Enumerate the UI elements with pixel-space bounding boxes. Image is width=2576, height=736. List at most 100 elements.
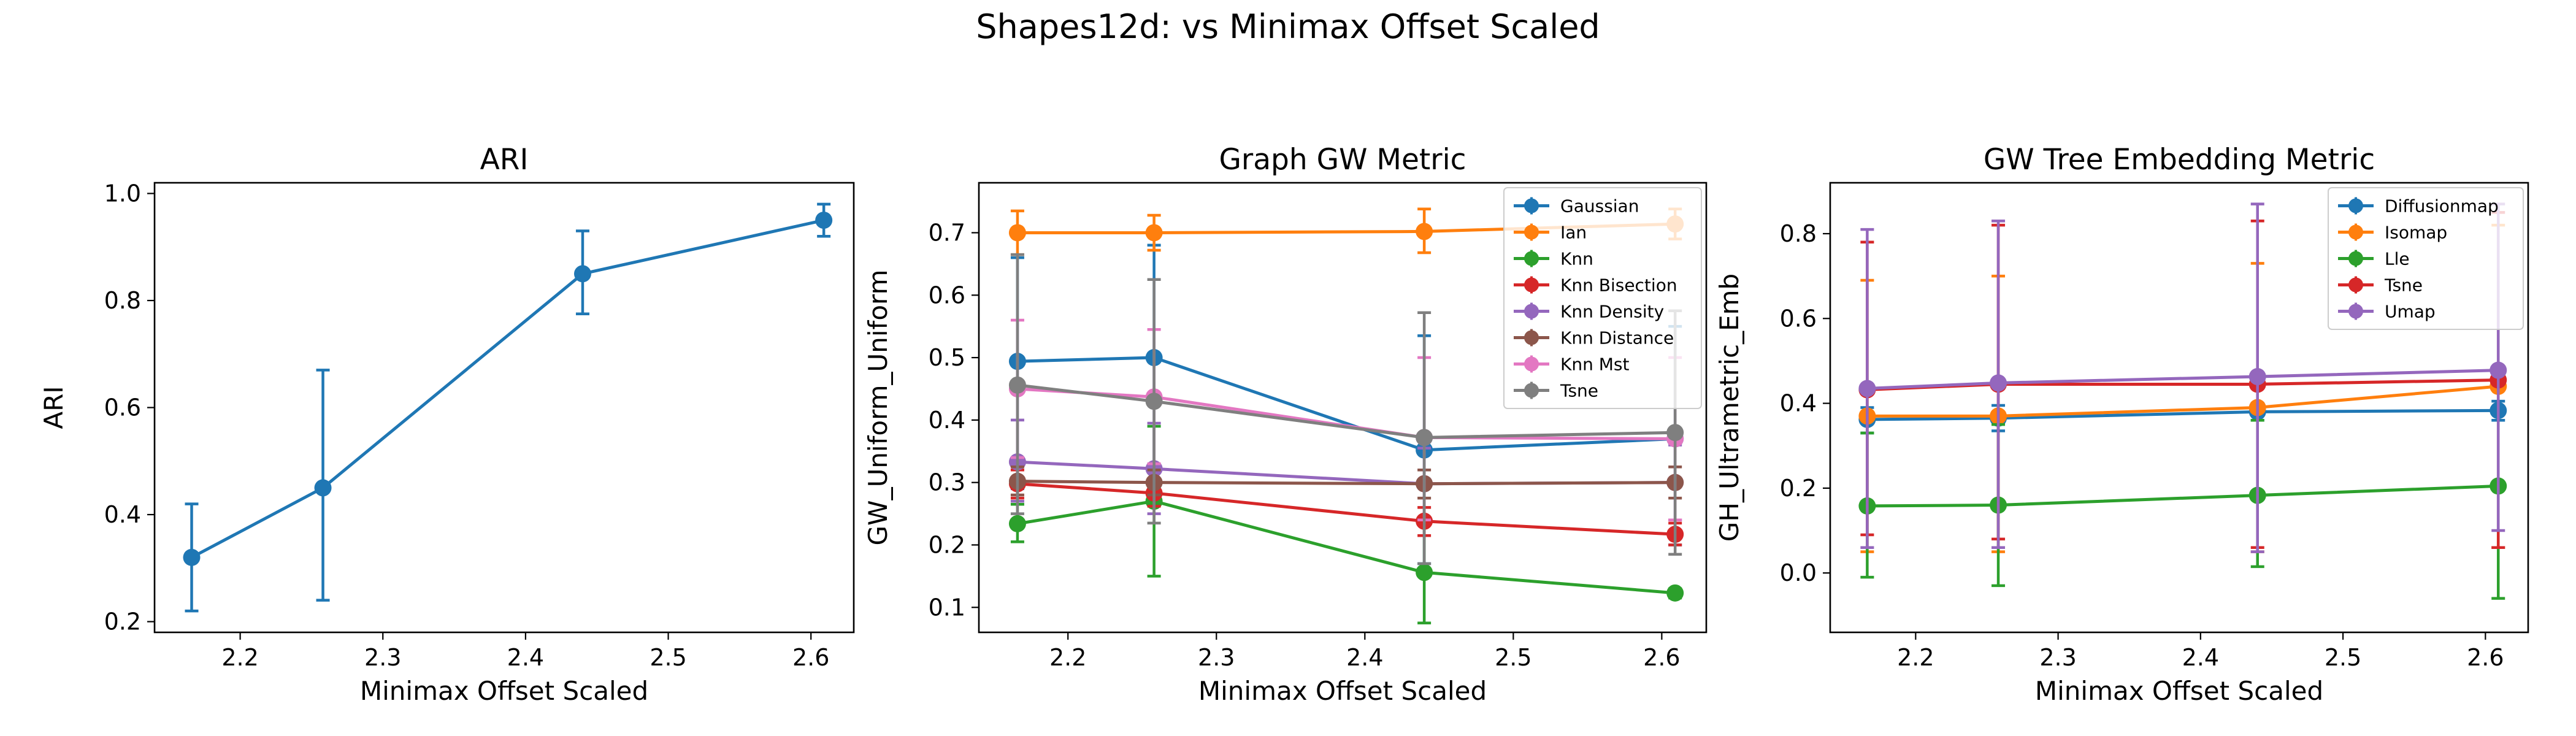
legend-label: Knn Bisection — [1560, 275, 1677, 296]
subplot-gw-tree-embedding-metric: GW Tree Embedding Metric 2.2 2.3 2.4 2.5 2.6 M… — [1714, 143, 2529, 706]
legend-marker — [1524, 224, 1539, 240]
y-tick-label: 0.2 — [929, 531, 965, 558]
legend-marker — [1524, 251, 1539, 266]
legend-item-umap: Umap — [2338, 302, 2436, 322]
y-tick-label: 0.6 — [929, 282, 965, 309]
legend-item-knn-distance: Knn Distance — [1514, 328, 1674, 348]
x-axis: 2.2 2.3 2.4 2.5 2.6 Minimax Offset Scaled — [221, 632, 829, 706]
x-tick-label: 2.4 — [1346, 644, 1383, 671]
y-tick-label: 0.4 — [929, 407, 965, 434]
y-tick-label: 1.0 — [104, 180, 141, 207]
legend-item-isomap: Isomap — [2338, 223, 2447, 243]
x-tick-label: 2.5 — [2325, 644, 2361, 671]
series-line — [1017, 482, 1676, 536]
legend-marker — [2348, 277, 2363, 293]
x-tick-label: 2.2 — [1049, 644, 1086, 671]
legend-label: Ian — [1560, 223, 1587, 243]
x-axis-label: Minimax Offset Scaled — [360, 676, 648, 706]
legend-label: Knn Density — [1560, 302, 1664, 322]
y-tick-label: 0.8 — [1780, 220, 1817, 247]
y-tick-label: 0.2 — [1780, 475, 1817, 502]
x-tick-label: 2.3 — [364, 644, 401, 671]
x-tick-label: 2.3 — [2039, 644, 2076, 671]
legend-item-knn-bisection: Knn Bisection — [1514, 275, 1677, 296]
series-line — [1867, 484, 2499, 508]
x-tick-label: 2.6 — [1643, 644, 1680, 671]
y-tick-label: 0.7 — [929, 219, 965, 246]
legend-marker — [1524, 383, 1539, 398]
data-point — [1416, 429, 1433, 447]
data-point — [1008, 224, 1026, 242]
data-point — [1990, 374, 2007, 392]
series-line — [1867, 408, 2499, 421]
data-point — [1666, 424, 1684, 442]
y-tick-label: 0.6 — [1780, 305, 1817, 332]
legend-marker — [2348, 251, 2363, 266]
legend-item-diffusionmap: Diffusionmap — [2338, 196, 2499, 217]
data-point — [1145, 224, 1163, 242]
legend-marker — [2348, 304, 2363, 319]
legend-box — [1503, 187, 1702, 409]
legend-marker — [2348, 198, 2363, 213]
y-tick-label: 0.5 — [929, 344, 965, 371]
legend-marker — [1524, 277, 1539, 293]
legend-label: Lle — [2385, 249, 2410, 269]
data-point — [2490, 361, 2507, 379]
legend-item-knn-mst: Knn Mst — [1514, 355, 1630, 375]
y-axis: 0.1 0.2 0.3 0.4 0.5 0.6 0.7 GW_Uniform_Uniform — [863, 219, 979, 621]
y-tick-label: 0.1 — [929, 594, 965, 621]
x-axis: 2.2 2.3 2.4 2.5 2.6 Minimax Offset Scaled — [1897, 632, 2504, 706]
data-point — [1145, 393, 1163, 410]
plot-title: Graph GW Metric — [1219, 143, 1466, 177]
x-tick-label: 2.5 — [1495, 644, 1531, 671]
y-tick-label: 0.0 — [1780, 559, 1817, 586]
data-point — [1416, 564, 1433, 581]
x-tick-label: 2.4 — [2182, 644, 2219, 671]
data-point — [2248, 368, 2266, 386]
data-point — [1666, 584, 1684, 602]
y-tick-label: 0.3 — [929, 469, 965, 496]
series-line — [1017, 499, 1676, 595]
series-line — [1017, 356, 1676, 452]
subplots: ARI 2.2 2.3 2.4 2.5 2.6 Minimax Offset Scaled 0… — [39, 143, 2529, 706]
legend-box — [2328, 187, 2524, 330]
x-tick-label: 2.2 — [221, 644, 258, 671]
y-tick-label: 0.8 — [104, 287, 141, 314]
legend-item-knn: Knn — [1514, 249, 1593, 269]
legend-marker — [1524, 304, 1539, 319]
plot-title: GW Tree Embedding Metric — [1984, 143, 2375, 177]
data-point — [1008, 376, 1026, 394]
data-point — [183, 548, 201, 566]
series-ari — [183, 202, 833, 613]
series-umap — [1858, 202, 2507, 553]
legend-item-ian: Ian — [1514, 223, 1587, 243]
axes-frame — [978, 182, 1708, 634]
legend-item-tsne: Tsne — [1514, 381, 1598, 401]
legend-label: Knn Distance — [1560, 328, 1674, 348]
legend-marker — [2348, 224, 2363, 240]
x-tick-label: 2.3 — [1198, 644, 1235, 671]
y-tick-label: 0.2 — [104, 608, 141, 635]
legend-item-gaussian: Gaussian — [1514, 196, 1639, 217]
legend: Gaussian Ian Knn Knn Bisection Knn Density Kn… — [1503, 187, 1702, 409]
subplot-ari: ARI 2.2 2.3 2.4 2.5 2.6 Minimax Offset Scaled 0… — [39, 143, 855, 706]
x-tick-label: 2.2 — [1897, 644, 1934, 671]
series-line — [1017, 480, 1676, 486]
y-tick-label: 0.4 — [1780, 390, 1817, 417]
legend-label: Tsne — [1560, 381, 1598, 401]
legend: Diffusionmap Isomap Lle Tsne Umap — [2328, 187, 2524, 330]
legend-label: Umap — [2385, 302, 2436, 322]
legend-item-lle: Lle — [2338, 249, 2410, 269]
axes-frame — [1829, 182, 2529, 634]
data-point — [815, 212, 833, 229]
legend-marker — [1524, 356, 1539, 372]
y-axis: 0.2 0.4 0.6 0.8 1.0 ARI — [39, 180, 155, 635]
series-line — [191, 218, 824, 559]
y-tick-label: 0.4 — [104, 501, 141, 528]
legend-label: Diffusionmap — [2385, 196, 2499, 217]
data-point — [1008, 515, 1026, 532]
legend-label: Gaussian — [1560, 196, 1639, 217]
x-tick-label: 2.6 — [2467, 644, 2504, 671]
